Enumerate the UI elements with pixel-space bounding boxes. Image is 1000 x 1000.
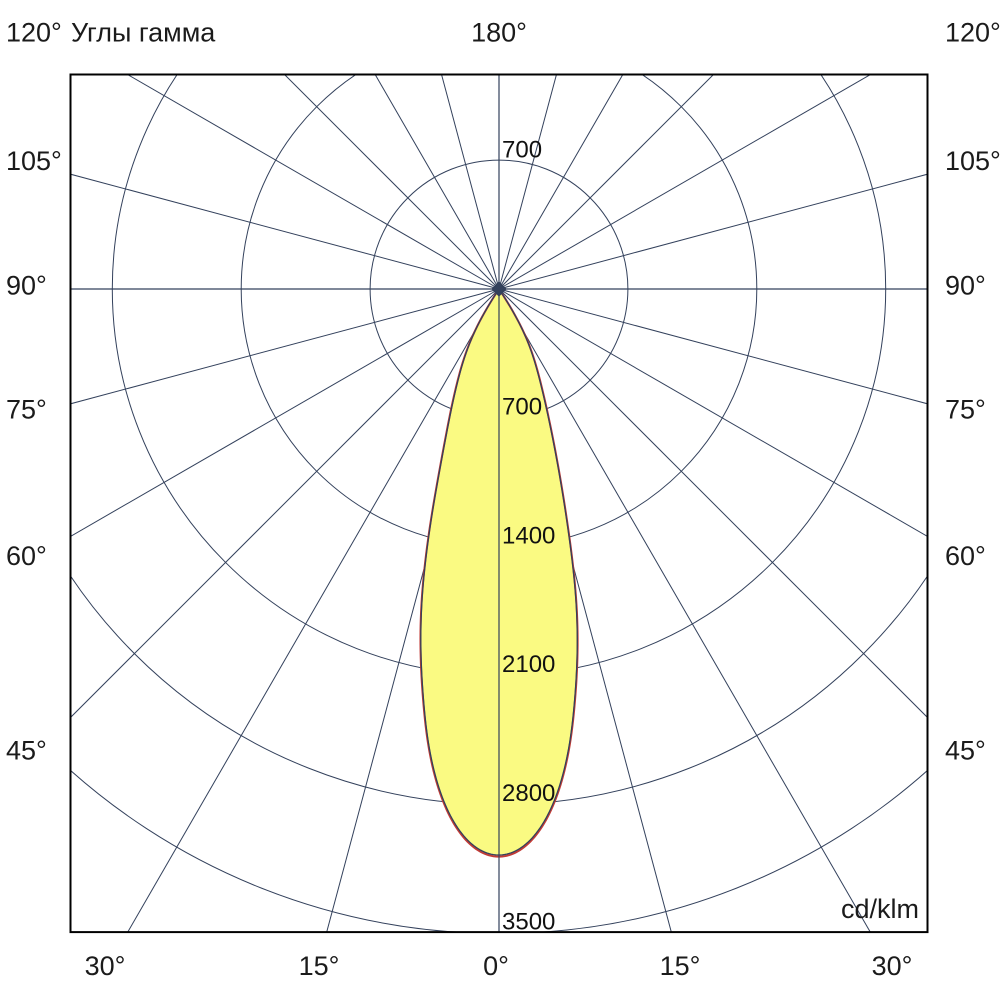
svg-text:120°: 120° [945,17,1000,47]
svg-text:90°: 90° [945,271,986,301]
svg-text:180°: 180° [471,17,527,47]
svg-text:45°: 45° [6,736,47,766]
svg-text:60°: 60° [945,541,986,571]
svg-text:15°: 15° [660,951,701,981]
svg-text:30°: 30° [85,951,126,981]
svg-text:1400: 1400 [502,522,555,549]
svg-text:75°: 75° [6,394,47,424]
svg-text:105°: 105° [945,146,1000,176]
svg-text:75°: 75° [945,394,986,424]
svg-text:Углы гамма: Углы гамма [71,17,216,47]
svg-text:60°: 60° [6,541,47,571]
svg-text:15°: 15° [299,951,340,981]
svg-text:2800: 2800 [502,780,555,807]
svg-text:45°: 45° [945,736,986,766]
svg-text:105°: 105° [6,146,62,176]
svg-text:700: 700 [502,394,542,421]
svg-text:120°: 120° [6,17,62,47]
svg-text:30°: 30° [872,951,913,981]
svg-text:cd/klm: cd/klm [841,894,919,924]
svg-text:700: 700 [502,136,542,163]
svg-text:0°: 0° [483,951,509,981]
svg-text:90°: 90° [6,271,47,301]
svg-text:2100: 2100 [502,651,555,678]
